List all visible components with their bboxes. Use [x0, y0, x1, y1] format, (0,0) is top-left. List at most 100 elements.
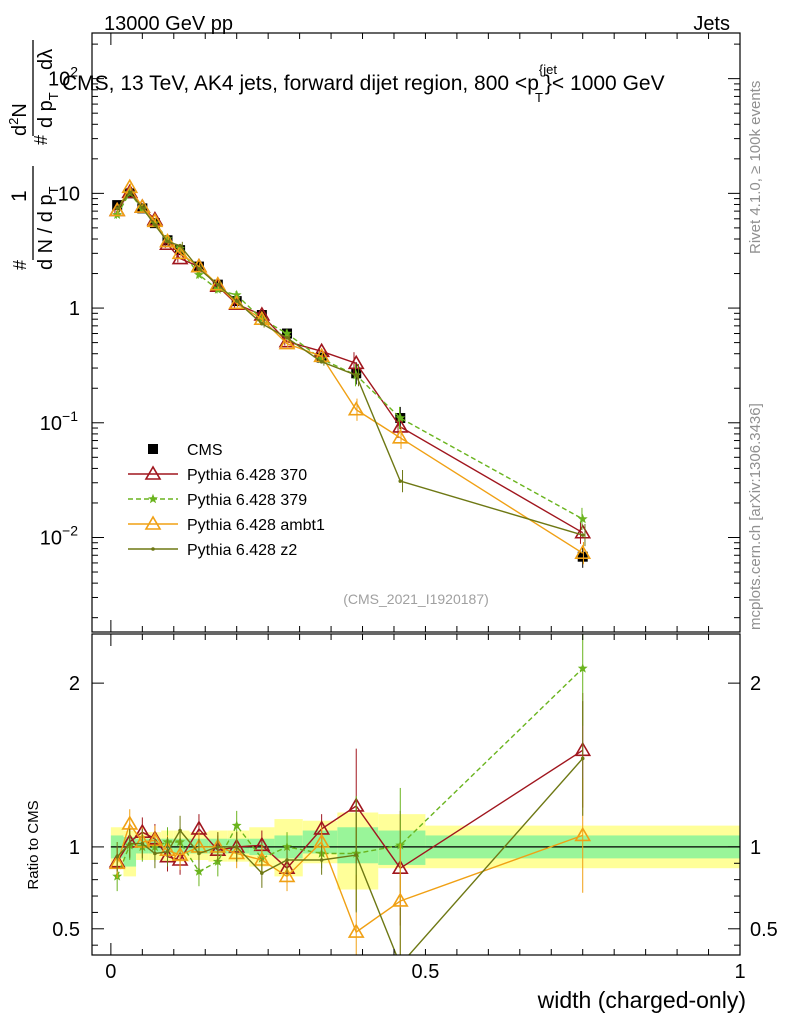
legend-marker: [144, 465, 162, 480]
y-label-dp: d pT: [35, 92, 61, 128]
ratio-point: [194, 866, 204, 876]
data-point: [354, 373, 359, 377]
data-point: [197, 266, 201, 271]
main-y-axis-label: # 1 d N / d pT # d2N d pT dλ: [6, 40, 61, 270]
ratio-point: [178, 828, 182, 833]
ratio-point: [285, 858, 289, 862]
data-point: [133, 198, 151, 213]
data-point: [391, 429, 409, 444]
y-label-hash-1: #: [10, 260, 30, 270]
ratio-point: [165, 850, 170, 854]
ratio-y-label: Ratio to CMS: [25, 800, 42, 889]
data-point: [175, 243, 185, 253]
chart-title: CMS, 13 TeV, AK4 jets, forward dijet reg…: [62, 62, 665, 105]
ratio-point: [574, 826, 592, 842]
y-tick-label: 1: [69, 298, 80, 320]
main-panel: 102 10 1 10−1 10−2: [40, 32, 741, 633]
y-tick-label: 10−1: [40, 408, 78, 435]
data-point: [127, 190, 132, 195]
ratio-point: [354, 853, 359, 857]
data-point: [108, 201, 126, 217]
legend-label: Pythia 6.428 370: [187, 467, 307, 484]
data-point: [282, 328, 292, 338]
legend-marker: [144, 515, 162, 530]
rivet-label: Rivet 4.1.0, ≥ 100k events: [747, 81, 764, 254]
x-tick-label: 1: [734, 961, 745, 983]
data-point: [234, 299, 239, 303]
main-frame: [91, 32, 741, 633]
series-pythia-6-428-370: [108, 183, 592, 544]
data-point: [228, 294, 246, 310]
y-label-d2n: d2N: [6, 103, 31, 136]
data-point: [580, 533, 585, 537]
data-point: [574, 524, 592, 539]
data-point: [112, 209, 123, 219]
ratio-point: [398, 963, 402, 967]
ratio-series-pythia-6-428-z2: [115, 701, 585, 967]
data-point: [577, 551, 588, 562]
data-point: [178, 243, 182, 248]
data-point: [159, 232, 176, 248]
ratio-point: [115, 854, 119, 859]
legend-label: Pythia 6.428 379: [187, 492, 307, 509]
y-tick-label: 102: [48, 64, 78, 91]
ratio-frame: [91, 633, 741, 956]
ratio-point: [171, 846, 189, 861]
y-label-one: 1: [8, 190, 31, 202]
legend-item: CMS: [148, 442, 223, 459]
ratio-panel: 0.5 0.51 12 20 0.5 1: [52, 633, 778, 983]
data-point: [574, 544, 592, 559]
y-tick-label: 10: [58, 183, 80, 205]
data-point: [140, 205, 145, 210]
y-label-dn-dpt: d N / d pT: [35, 186, 61, 270]
x-axis-label: width (charged-only): [537, 987, 746, 1013]
series-pythia-6-428-z2: [115, 188, 586, 547]
data-point: [194, 269, 204, 279]
ratio-point: [140, 841, 145, 846]
ratio-point: [391, 892, 409, 907]
data-point: [278, 335, 296, 350]
ratio-point: [231, 820, 242, 830]
ratio-point: [580, 756, 585, 761]
analysis-id-label: (CMS_2021_I1920187): [343, 591, 489, 607]
legend-marker: [148, 444, 158, 454]
ratio-point: [260, 871, 264, 875]
data-point: [285, 336, 289, 340]
data-point: [165, 239, 170, 244]
legend-label: Pythia 6.428 ambt1: [187, 517, 325, 534]
series-pythia-6-428-379: [112, 187, 588, 531]
ratio-y-tick-label: 1: [69, 837, 80, 859]
legend-item: Pythia 6.428 379: [128, 492, 307, 509]
data-point: [153, 223, 157, 227]
ratio-y-tick-label: 0.5: [52, 919, 80, 941]
legend-marker: [151, 547, 155, 551]
data-point: [231, 289, 242, 300]
ratio-y-tick-label-right: 2: [750, 673, 761, 695]
ratio-point: [278, 867, 296, 883]
y-tick-label: 10−2: [40, 522, 78, 549]
legend-item: Pythia 6.428 ambt1: [128, 515, 325, 534]
legend: CMS Pythia 6.428 370 Pythia 6.428 379 Pythi…: [128, 442, 325, 559]
data-point: [577, 513, 588, 524]
data-point: [171, 244, 189, 260]
data-point: [347, 401, 365, 416]
x-tick-label: 0: [105, 961, 116, 983]
data-point: [115, 206, 119, 211]
data-point: [398, 479, 403, 483]
legend-item: Pythia 6.428 370: [128, 465, 307, 484]
x-tick-label: 0.5: [412, 961, 440, 983]
y-label-dlambda: dλ: [35, 49, 57, 70]
data-point: [112, 200, 123, 211]
ratio-y-tick-label-right: 0.5: [750, 919, 778, 941]
legend-label: CMS: [187, 442, 223, 459]
legend-label: Pythia 6.428 z2: [187, 542, 297, 559]
data-point: [316, 353, 327, 364]
ratio-y-tick-label: 2: [69, 673, 80, 695]
ratio-point: [319, 858, 324, 862]
ratio-point: [347, 923, 365, 938]
mcplots-label: mcplots.cern.ch [arXiv:1306.3436]: [747, 403, 764, 630]
data-point: [209, 276, 227, 291]
ratio-point: [127, 841, 132, 846]
y-label-hash-2: #: [31, 135, 51, 145]
